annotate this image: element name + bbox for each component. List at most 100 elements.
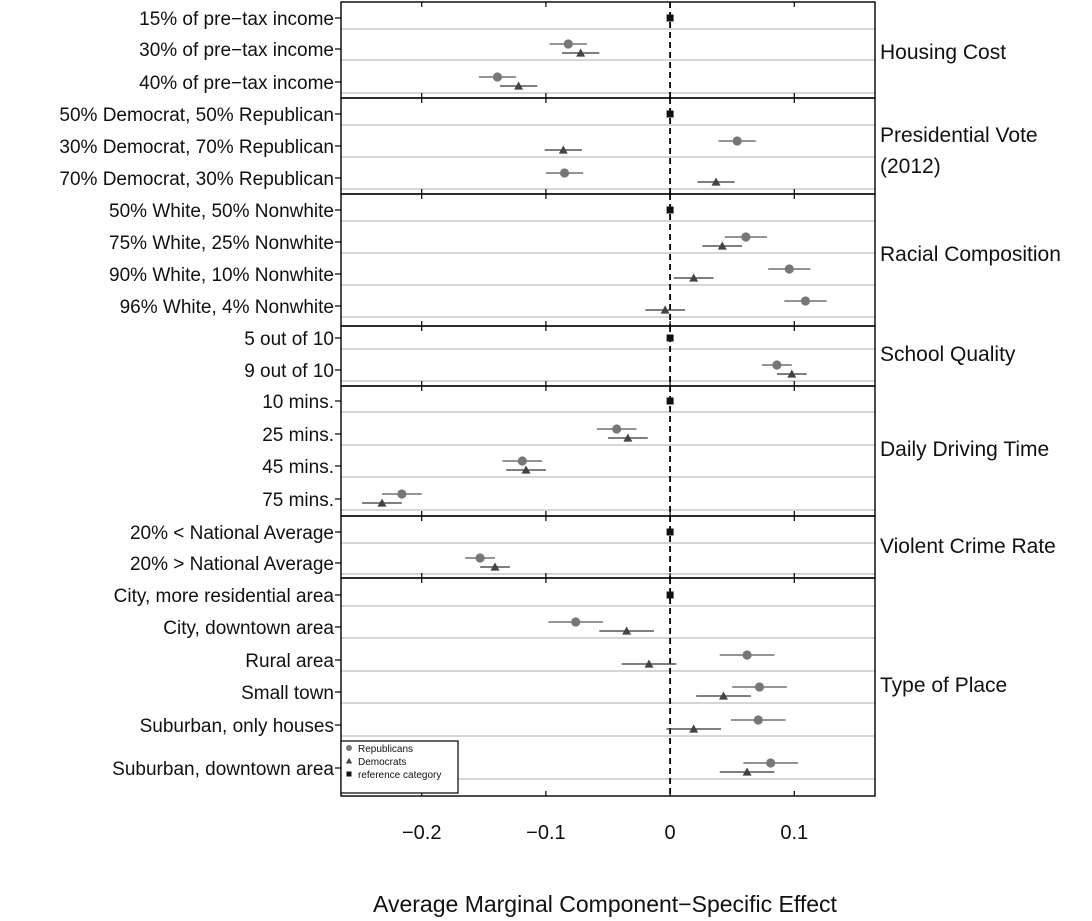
dem-point [514, 81, 524, 90]
legend-entry-label: reference category [358, 770, 441, 781]
group-2: 50% White, 50% Nonwhite 75% White, 25% No… [109, 193, 1061, 327]
rep-point [732, 136, 742, 146]
facet-label: Daily Driving Time [880, 438, 1049, 461]
dem-point [490, 562, 500, 571]
rep-point [612, 424, 622, 434]
dem-point [660, 305, 670, 314]
x-tick-label: −0.1 [526, 822, 565, 844]
reference-point [666, 206, 674, 214]
rep-point [784, 264, 794, 274]
level-label: 40% of pre−tax income [139, 73, 334, 94]
legend-entry-label: Democrats [358, 757, 406, 768]
dem-point [521, 465, 531, 474]
rep-point [571, 617, 581, 627]
facet-label: Violent Crime Rate [880, 535, 1056, 558]
rep-point [475, 553, 485, 563]
dem-point [576, 48, 586, 57]
dem-point [742, 767, 752, 776]
dem-point [689, 273, 699, 282]
panel-box [340, 577, 876, 797]
panel-box [340, 97, 876, 195]
level-label: City, downtown area [163, 618, 334, 639]
group-0: 15% of pre−tax income 30% of pre−tax inco… [139, 1, 1006, 99]
reference-point [666, 14, 674, 22]
reference-point [666, 528, 674, 536]
facet-label: Type of Place [880, 674, 1007, 697]
level-label: 70% Democrat, 30% Republican [59, 169, 334, 190]
level-label: 15% of pre−tax income [139, 9, 334, 30]
dem-point [623, 433, 633, 442]
level-label: Suburban, downtown area [112, 759, 334, 780]
rep-point [772, 360, 782, 370]
dem-point [558, 145, 568, 154]
facet-label: Presidential Vote [880, 124, 1038, 147]
rep-point [742, 650, 752, 660]
group-6: City, more residential area City, downtow… [112, 577, 1007, 797]
level-label: 20% < National Average [130, 523, 334, 544]
dem-point [718, 691, 728, 700]
x-tick-label: 0 [665, 822, 676, 844]
group-1: 50% Democrat, 50% Republican 30% Democrat… [59, 97, 1038, 195]
rep-point [563, 39, 573, 49]
plot-layer: 15% of pre−tax income 30% of pre−tax inco… [59, 1, 1061, 844]
level-label: 75 mins. [262, 490, 334, 511]
rep-point [741, 232, 751, 242]
facet-label: (2012) [880, 155, 941, 178]
group-3: 5 out of 10 9 out of 10 School Quality [244, 325, 1016, 387]
x-tick-label: 0.1 [780, 822, 808, 844]
facet-label: School Quality [880, 343, 1016, 366]
dem-point [377, 498, 387, 507]
rep-point [559, 168, 570, 178]
panel-box [340, 1, 876, 99]
level-label: 50% Democrat, 50% Republican [59, 105, 334, 126]
reference-point [666, 591, 674, 599]
rep-point [754, 682, 765, 692]
rep-point [517, 456, 527, 466]
dem-point [622, 626, 632, 635]
legend-circle-icon [346, 745, 352, 751]
level-label: 25 mins. [262, 425, 334, 446]
legend-triangle-icon [345, 757, 353, 764]
level-label: 96% White, 4% Nonwhite [120, 297, 334, 318]
level-label: 30% of pre−tax income [139, 40, 334, 61]
group-4: 10 mins. 25 mins. 45 mins. 75 mins. Daily Dr… [262, 385, 1049, 517]
level-label: Suburban, only houses [140, 716, 334, 737]
level-label: 45 mins. [262, 457, 334, 478]
reference-point [666, 334, 674, 342]
level-label: 9 out of 10 [244, 361, 334, 382]
rep-point [800, 296, 811, 306]
reference-point [666, 397, 674, 405]
legend-square-icon [346, 771, 352, 777]
level-label: Rural area [245, 651, 334, 672]
legend-box [340, 740, 459, 794]
x-axis-title: Average Marginal Component−Specific Effe… [373, 891, 837, 917]
panel-box [340, 385, 876, 517]
dem-point [711, 177, 721, 186]
rep-point [753, 715, 763, 725]
panel-box [340, 193, 876, 327]
facet-label: Housing Cost [880, 41, 1006, 64]
dem-point [717, 241, 727, 250]
level-label: 10 mins. [262, 392, 334, 413]
level-label: 5 out of 10 [244, 329, 334, 350]
group-5: 20% < National Average 20% > National Ave… [130, 515, 1056, 579]
level-label: 75% White, 25% Nonwhite [109, 233, 334, 254]
rep-point [766, 758, 776, 768]
rep-point [397, 489, 407, 499]
x-axis: −0.2 −0.1 0 0.1 [402, 822, 808, 844]
level-label: 30% Democrat, 70% Republican [59, 137, 334, 158]
reference-point [666, 110, 674, 118]
rep-point [492, 72, 503, 82]
panel-box [340, 515, 876, 579]
dem-point [787, 369, 797, 378]
level-label: Small town [241, 683, 334, 704]
level-label: 50% White, 50% Nonwhite [109, 201, 334, 222]
legend: Republicans Democrats reference category [340, 740, 459, 794]
level-label: 90% White, 10% Nonwhite [109, 265, 334, 286]
x-tick-label: −0.2 [402, 822, 441, 844]
dem-point [689, 724, 699, 733]
facet-label: Racial Composition [880, 243, 1061, 266]
legend-entry-label: Republicans [358, 744, 413, 755]
dem-point [644, 659, 654, 668]
